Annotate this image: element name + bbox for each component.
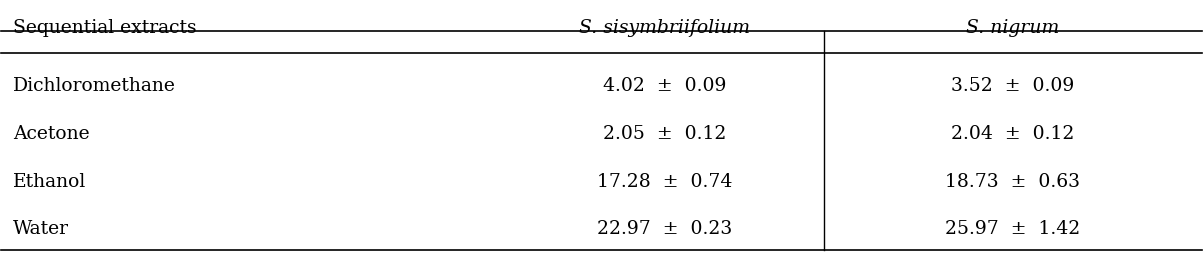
Text: 22.97  ±  0.23: 22.97 ± 0.23: [597, 220, 733, 237]
Text: 3.52  ±  0.09: 3.52 ± 0.09: [950, 76, 1074, 94]
Text: Sequential extracts: Sequential extracts: [13, 19, 197, 37]
Text: Ethanol: Ethanol: [13, 172, 87, 190]
Text: 4.02  ±  0.09: 4.02 ± 0.09: [603, 76, 727, 94]
Text: 18.73  ±  0.63: 18.73 ± 0.63: [946, 172, 1080, 190]
Text: S. nigrum: S. nigrum: [966, 19, 1059, 37]
Text: Water: Water: [13, 220, 70, 237]
Text: 2.04  ±  0.12: 2.04 ± 0.12: [950, 124, 1074, 142]
Text: Dichloromethane: Dichloromethane: [13, 76, 177, 94]
Text: 25.97  ±  1.42: 25.97 ± 1.42: [944, 220, 1080, 237]
Text: 2.05  ±  0.12: 2.05 ± 0.12: [603, 124, 727, 142]
Text: S. sisymbriifolium: S. sisymbriifolium: [579, 19, 749, 37]
Text: 17.28  ±  0.74: 17.28 ± 0.74: [597, 172, 733, 190]
Text: Acetone: Acetone: [13, 124, 90, 142]
